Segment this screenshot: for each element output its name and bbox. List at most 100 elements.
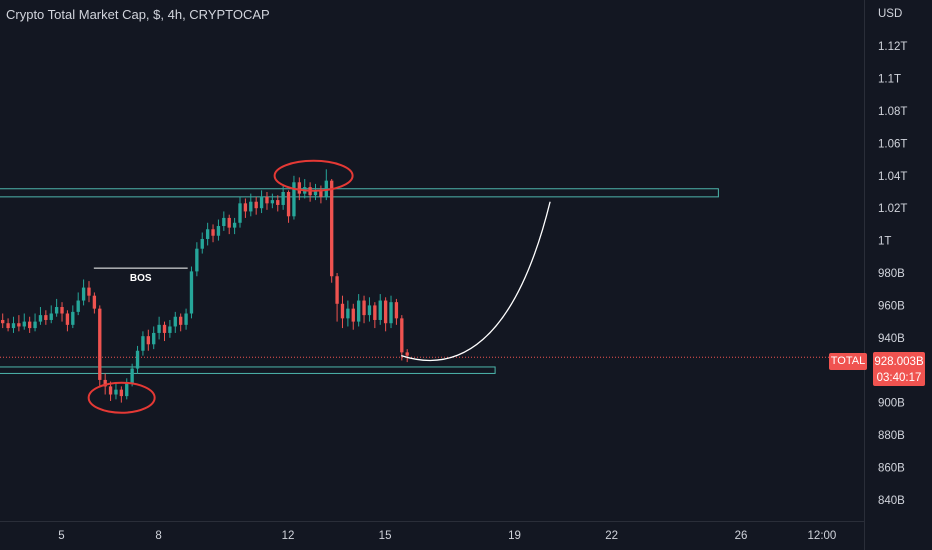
candle-body <box>319 190 323 197</box>
y-tick-label: 960B <box>878 300 905 312</box>
candle-body <box>324 180 328 197</box>
candle <box>211 224 215 243</box>
candle-body <box>205 229 210 239</box>
candle-body <box>265 196 269 204</box>
y-tick-label: 840B <box>878 495 905 507</box>
candle <box>1 313 5 329</box>
candle-body <box>200 238 204 249</box>
bos-label: BOS <box>130 273 152 284</box>
candle <box>54 298 59 317</box>
candle-body <box>400 318 404 353</box>
support-zone <box>0 366 496 374</box>
candle <box>173 311 177 333</box>
y-tick-label: 1T <box>878 236 891 248</box>
candle <box>125 378 129 400</box>
candle <box>389 295 393 329</box>
candle <box>292 175 296 220</box>
candle-body <box>313 190 318 196</box>
candle-body <box>103 379 107 387</box>
candle-body <box>6 323 10 329</box>
candle <box>38 307 43 325</box>
currency-label[interactable]: USD <box>878 8 903 20</box>
candle <box>405 349 409 363</box>
candle-body <box>11 323 16 329</box>
x-tick-label: 26 <box>735 530 748 542</box>
candle <box>254 196 258 215</box>
candle-body <box>362 300 366 316</box>
candle-body <box>383 300 388 324</box>
candle <box>71 305 75 329</box>
resistance-zone <box>0 188 719 198</box>
candle-body <box>152 332 156 345</box>
candle <box>205 222 210 246</box>
candle-body <box>195 248 199 272</box>
chart-title: Crypto Total Market Cap, $, 4h, CRYPTOCA… <box>6 7 270 22</box>
candle <box>189 266 194 319</box>
candle <box>87 281 91 303</box>
candle-body <box>286 192 291 217</box>
candle <box>108 381 113 401</box>
candle <box>222 211 226 231</box>
candle <box>400 315 404 361</box>
candle <box>49 305 53 324</box>
candle-body <box>254 201 258 209</box>
candle-body <box>179 316 183 325</box>
candle-body <box>216 226 221 236</box>
candle <box>367 297 372 322</box>
candle <box>162 321 167 342</box>
candle-body <box>119 389 124 397</box>
swing-high-circle <box>273 159 354 192</box>
candle-body <box>259 196 264 209</box>
candle <box>297 177 302 201</box>
price-axis[interactable]: 840B 860B 880B 900B 940B 960B 980B 1T 1.02T 1.04T… <box>878 41 907 507</box>
candle <box>60 302 64 322</box>
candle-body <box>281 192 285 205</box>
candle <box>168 319 172 338</box>
candle-body <box>276 200 280 205</box>
candle <box>259 190 264 214</box>
candle <box>6 318 10 332</box>
candle-body <box>232 222 237 228</box>
candle-body <box>168 326 172 333</box>
candle-body <box>108 386 113 395</box>
candle <box>65 310 70 332</box>
candle <box>238 196 242 228</box>
candle <box>362 295 366 324</box>
candle <box>286 190 291 223</box>
swing-low-circle <box>87 381 156 414</box>
y-tick-label: 1.12T <box>878 41 907 53</box>
candle-body <box>49 313 53 320</box>
last-price-value: 928.003B <box>874 356 924 368</box>
x-tick-label: 15 <box>379 530 392 542</box>
candle <box>216 219 221 241</box>
candle <box>98 305 102 387</box>
projection-curve <box>401 201 551 362</box>
candle-body <box>146 336 150 345</box>
candle-body <box>22 321 26 327</box>
last-price-tag: 928.003B 03:40:17 <box>873 352 925 386</box>
candle <box>227 214 231 235</box>
candle-body <box>87 287 91 296</box>
candle <box>243 198 248 218</box>
x-tick-label: 12 <box>282 530 295 542</box>
candle-body <box>38 315 43 322</box>
candle-body <box>373 305 377 320</box>
candle-body <box>367 305 372 316</box>
y-tick-label: 900B <box>878 398 905 410</box>
annotations-layer: BOS <box>87 159 551 414</box>
candle <box>324 169 328 201</box>
candle <box>394 298 399 325</box>
candle <box>249 193 253 217</box>
candle-body <box>135 350 140 369</box>
candle-body <box>92 295 97 309</box>
candle-body <box>54 307 59 314</box>
candle-body <box>17 323 21 327</box>
candle <box>195 242 199 277</box>
candle <box>76 292 80 316</box>
candle <box>335 273 339 322</box>
candle-body <box>243 203 248 212</box>
time-axis[interactable]: 5 8 12 15 19 22 26 12:00 <box>58 530 836 542</box>
x-tick-label: 5 <box>58 530 64 542</box>
candle <box>22 313 26 330</box>
